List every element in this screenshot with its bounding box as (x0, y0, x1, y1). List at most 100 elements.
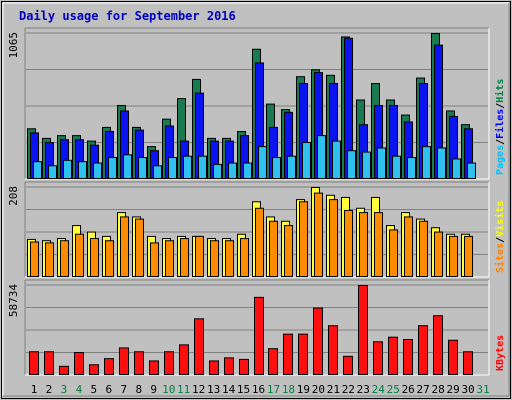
panel-visits-sites: 208 Sites/Visits (7, 181, 506, 278)
panel-kbytes: 58734 KBytes (7, 279, 506, 376)
bar-sites-day-18 (284, 225, 293, 277)
bar-kbytes-day-25 (388, 336, 398, 375)
x-tick-label-day-27: 27 (417, 383, 430, 396)
bar-pages-day-1 (33, 161, 42, 180)
bar-kbytes-day-6 (104, 358, 114, 376)
x-tick-label-day-17: 17 (267, 383, 280, 396)
x-tick-label-day-6: 6 (106, 383, 113, 396)
x-tick-label-day-1: 1 (31, 383, 38, 396)
x-tick-label-day-7: 7 (120, 383, 127, 396)
bar-pages-day-18 (287, 155, 296, 180)
x-tick-label-day-24: 24 (372, 383, 386, 396)
bar-kbytes-day-16 (254, 296, 264, 375)
bar-kbytes-day-27 (418, 325, 428, 375)
bar-pages-day-11 (183, 155, 192, 180)
bar-kbytes-day-17 (268, 348, 278, 375)
bar-kbytes-day-7 (119, 347, 129, 376)
x-tick-label-day-9: 9 (150, 383, 157, 396)
y-max-label: 58734 (7, 284, 20, 317)
bar-sites-day-13 (210, 240, 219, 278)
bar-kbytes-day-30 (463, 351, 473, 375)
x-tick-label-day-16: 16 (252, 383, 265, 396)
bar-sites-day-16 (255, 207, 264, 277)
x-tick-label-day-25: 25 (387, 383, 400, 396)
bar-sites-day-29 (449, 235, 458, 277)
bar-kbytes-day-8 (134, 351, 144, 375)
bar-sites-day-27 (419, 220, 428, 277)
x-tick-label-day-2: 2 (46, 383, 53, 396)
bar-kbytes-day-26 (403, 338, 413, 376)
panel-hits-files-pages: 1065 Pages/Files/Hits (7, 27, 506, 180)
x-tick-label-day-13: 13 (207, 383, 220, 396)
x-tick-label-day-28: 28 (432, 383, 445, 396)
bar-kbytes-day-22 (343, 355, 353, 376)
x-tick-label-day-18: 18 (282, 383, 295, 396)
bar-pages-day-9 (153, 165, 162, 179)
bar-pages-day-10 (168, 157, 177, 180)
bar-pages-day-7 (123, 154, 132, 179)
bar-pages-day-4 (78, 161, 87, 180)
bar-kbytes-day-15 (239, 358, 249, 376)
x-tick-label-day-3: 3 (61, 383, 68, 396)
bar-sites-day-4 (75, 233, 84, 278)
bar-sites-day-2 (45, 242, 54, 277)
bar-kbytes-day-18 (283, 333, 293, 376)
bar-pages-day-5 (93, 162, 102, 180)
bar-sites-day-6 (105, 240, 114, 278)
y-max-label: 208 (7, 186, 20, 206)
bar-sites-day-17 (269, 220, 278, 277)
x-tick-label-day-20: 20 (312, 383, 325, 396)
bar-kbytes-day-11 (179, 344, 189, 376)
x-tick-label-day-29: 29 (446, 383, 459, 396)
x-tick-label-day-23: 23 (357, 383, 370, 396)
legend-visits-sites: Sites/Visits (494, 201, 506, 273)
bar-kbytes-day-4 (74, 352, 84, 375)
bar-pages-day-25 (392, 155, 401, 180)
bar-pages-day-14 (228, 162, 237, 180)
bar-sites-day-24 (374, 212, 383, 278)
bar-kbytes-day-13 (209, 360, 219, 375)
legend-entry-files: Files (494, 109, 506, 139)
bar-kbytes-day-12 (194, 318, 204, 376)
bar-kbytes-day-29 (448, 339, 458, 375)
bar-sites-day-14 (225, 240, 234, 278)
x-tick-label-day-30: 30 (461, 383, 474, 396)
bar-pages-day-22 (347, 150, 356, 180)
bar-sites-day-1 (30, 241, 39, 277)
bar-kbytes-day-14 (224, 357, 234, 375)
x-tick-label-day-26: 26 (402, 383, 415, 396)
bar-sites-day-15 (240, 238, 249, 277)
bar-sites-day-8 (135, 218, 144, 277)
bar-kbytes-day-19 (298, 333, 308, 376)
bar-sites-day-28 (434, 231, 443, 277)
bar-pages-day-8 (138, 157, 147, 180)
bar-sites-day-22 (344, 209, 353, 277)
bar-kbytes-day-28 (433, 315, 443, 375)
bar-sites-day-11 (180, 238, 189, 277)
y-max-label: 1065 (7, 32, 20, 59)
bar-pages-day-13 (213, 163, 222, 179)
bar-pages-day-2 (48, 165, 57, 179)
x-tick-label-day-21: 21 (327, 383, 340, 396)
x-tick-label-day-12: 12 (192, 383, 205, 396)
chart-title: Daily usage for September 2016 (19, 9, 236, 23)
legend-entry-pages: Pages (495, 145, 506, 175)
bar-pages-day-19 (302, 141, 311, 179)
bar-kbytes-day-2 (44, 351, 54, 375)
bar-pages-day-30 (467, 162, 476, 180)
bar-sites-day-19 (299, 201, 308, 277)
bar-sites-day-26 (404, 216, 413, 278)
legend-hits-files-pages: Pages/Files/Hits (494, 79, 506, 175)
bar-kbytes-day-10 (164, 351, 174, 375)
bar-kbytes-day-3 (59, 365, 69, 375)
bar-pages-day-24 (377, 147, 386, 179)
bar-pages-day-29 (452, 158, 461, 179)
bar-sites-day-30 (464, 235, 473, 277)
x-tick-label-day-10: 10 (162, 383, 175, 396)
bar-sites-day-12 (195, 235, 204, 277)
legend-entry-hits: Hits (494, 79, 506, 103)
legend-entry-kbytes: KBytes (495, 335, 506, 371)
bar-kbytes-day-5 (89, 364, 99, 376)
